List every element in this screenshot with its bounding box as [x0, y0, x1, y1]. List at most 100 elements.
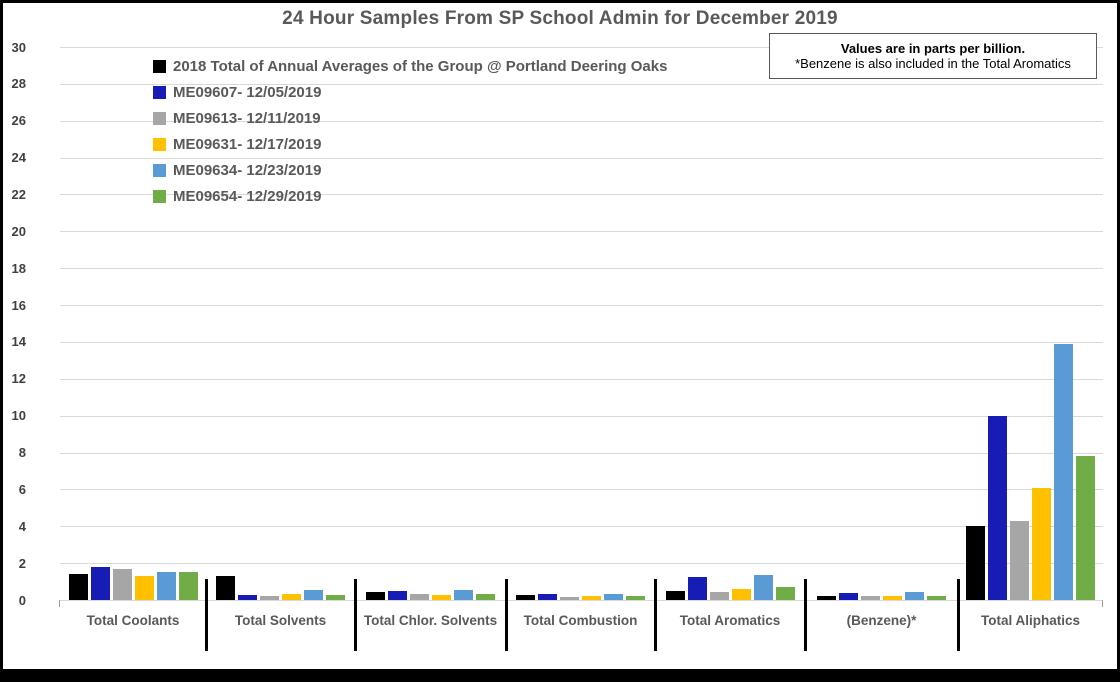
bar: [260, 596, 279, 600]
bar: [582, 596, 601, 600]
legend-item: 2018 Total of Annual Averages of the Gro…: [153, 53, 667, 79]
category-separator: [504, 579, 508, 651]
y-axis-label: 28: [11, 76, 26, 92]
y-axis-label: 10: [11, 408, 26, 424]
category-label: Total Coolants: [86, 613, 180, 628]
y-axis-label: 30: [11, 39, 26, 55]
bar: [861, 596, 880, 600]
bar: [687, 576, 707, 600]
bar: [326, 595, 345, 600]
legend-label: ME09654- 12/29/2019: [173, 187, 322, 205]
bar: [927, 596, 946, 600]
legend-swatch-icon: [153, 59, 166, 73]
category-label: (Benzene)*: [846, 613, 917, 628]
gridline: [60, 157, 1103, 159]
bar: [238, 595, 257, 600]
bar: [476, 594, 495, 600]
bar-group-1: [60, 47, 206, 600]
category-separator: [803, 579, 807, 651]
bar: [753, 575, 773, 600]
bar: [366, 591, 385, 600]
legend-swatch-icon: [153, 189, 166, 203]
legend-item: ME09654- 12/29/2019: [153, 183, 667, 209]
bar: [538, 594, 557, 600]
bar: [560, 597, 579, 600]
y-axis-label: 14: [11, 334, 26, 350]
gridline: [60, 415, 1103, 417]
gridline: [60, 563, 1103, 565]
legend-swatch-icon: [153, 85, 166, 99]
gridline: [60, 526, 1103, 528]
bar-group-5: [655, 47, 805, 600]
bar: [178, 572, 198, 600]
legend-label: ME09634- 12/23/2019: [173, 161, 322, 179]
note-line-units: Values are in parts per billion.: [840, 41, 1026, 56]
category-separator: [956, 579, 960, 651]
gridline: [60, 231, 1103, 233]
bar: [432, 595, 451, 600]
bar-group-6: [805, 47, 958, 600]
gridline: [60, 305, 1103, 307]
bar: [839, 592, 858, 600]
bar: [709, 591, 729, 600]
plot-area: 30 28 26 24 22 20 18 16 14 12 10 8 6 4 2 0: [12, 41, 1103, 607]
legend-label: 2018 Total of Annual Averages of the Gro…: [173, 57, 668, 75]
category-separator: [204, 579, 208, 651]
bar: [883, 596, 902, 600]
bar-group-4: [506, 47, 655, 600]
bar: [731, 588, 751, 600]
y-axis-label: 18: [11, 260, 26, 276]
bar: [1032, 487, 1051, 600]
y-axis-label: 20: [11, 223, 26, 239]
gridline: [60, 489, 1103, 491]
legend-label: ME09607- 12/05/2019: [173, 83, 322, 101]
gridline: [60, 452, 1103, 454]
legend-swatch-icon: [153, 163, 166, 177]
y-axis-label: 22: [11, 186, 26, 202]
legend-item: ME09631- 12/17/2019: [153, 131, 667, 157]
y-axis-label: 0: [18, 592, 26, 608]
gridline: [60, 378, 1103, 380]
bar: [156, 572, 176, 600]
x-axis-tick: [59, 600, 60, 607]
gridline: [60, 341, 1103, 343]
legend-item: ME09607- 12/05/2019: [153, 79, 667, 105]
y-axis-label: 24: [11, 150, 26, 166]
bar: [68, 574, 88, 600]
bar: [905, 591, 924, 600]
bar: [90, 566, 110, 600]
note-box: Values are in parts per billion. *Benzen…: [769, 33, 1097, 79]
y-axis-label: 12: [11, 371, 26, 387]
bar: [604, 593, 623, 600]
legend-swatch-icon: [153, 111, 166, 125]
category-label: Total Combustion: [523, 613, 638, 628]
bar: [1054, 343, 1073, 600]
bar: [1010, 520, 1029, 600]
category-label: Total Aliphatics: [980, 613, 1080, 628]
gridline: [60, 268, 1103, 270]
bar: [134, 576, 154, 600]
bar-group-7: [958, 47, 1103, 600]
y-axis-label: 6: [18, 481, 26, 497]
legend: 2018 Total of Annual Averages of the Gro…: [153, 53, 667, 209]
bar: [216, 576, 235, 600]
x-axis-tick: [1102, 600, 1103, 607]
bar: [626, 596, 645, 600]
legend-swatch-icon: [153, 137, 166, 151]
category-label: Total Aromatics: [679, 613, 781, 628]
gridline: [60, 47, 1103, 48]
category-separator: [653, 579, 657, 651]
bar: [410, 594, 429, 600]
gridline: [60, 194, 1103, 196]
bar-group-2: [206, 47, 355, 600]
y-axis-label: 2: [18, 555, 26, 571]
bar: [282, 594, 301, 600]
bar: [112, 568, 132, 600]
bar: [388, 590, 407, 600]
y-axis-label: 8: [18, 445, 26, 461]
legend-item: ME09613- 12/11/2019: [153, 105, 667, 131]
category-label: Total Solvents: [234, 613, 327, 628]
legend-label: ME09613- 12/11/2019: [173, 109, 321, 127]
legend-label: ME09631- 12/17/2019: [173, 135, 322, 153]
